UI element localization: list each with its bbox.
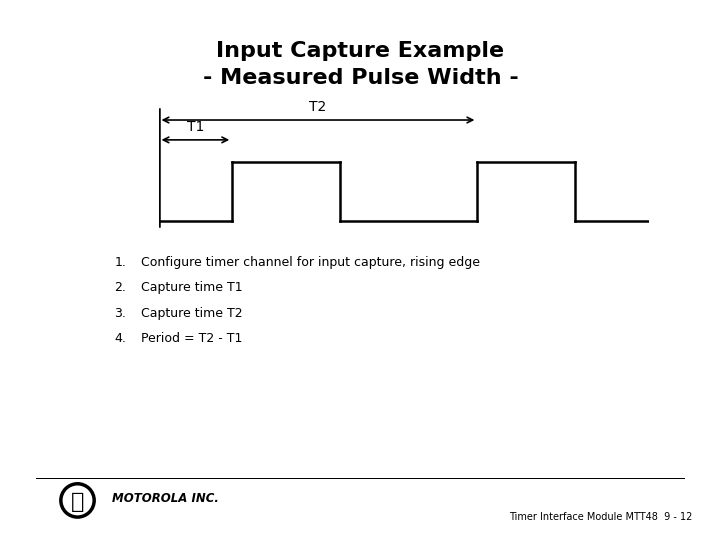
Text: Ⓜ: Ⓜ — [71, 492, 84, 512]
Text: Period = T2 - T1: Period = T2 - T1 — [141, 332, 242, 345]
Text: T1: T1 — [187, 120, 204, 134]
Text: Timer Interface Module MTT48  9 - 12: Timer Interface Module MTT48 9 - 12 — [509, 512, 692, 522]
Text: T2: T2 — [309, 100, 327, 114]
Text: 1.: 1. — [115, 256, 126, 269]
Text: 3.: 3. — [115, 307, 126, 320]
Text: Capture time T1: Capture time T1 — [141, 281, 242, 294]
Text: MOTOROLA INC.: MOTOROLA INC. — [112, 492, 218, 505]
Text: Configure timer channel for input capture, rising edge: Configure timer channel for input captur… — [141, 256, 479, 269]
Text: Capture time T2: Capture time T2 — [141, 307, 242, 320]
Text: - Measured Pulse Width -: - Measured Pulse Width - — [203, 69, 518, 88]
Text: 2.: 2. — [115, 281, 126, 294]
Text: Input Capture Example: Input Capture Example — [216, 42, 505, 61]
Text: 4.: 4. — [115, 332, 126, 345]
